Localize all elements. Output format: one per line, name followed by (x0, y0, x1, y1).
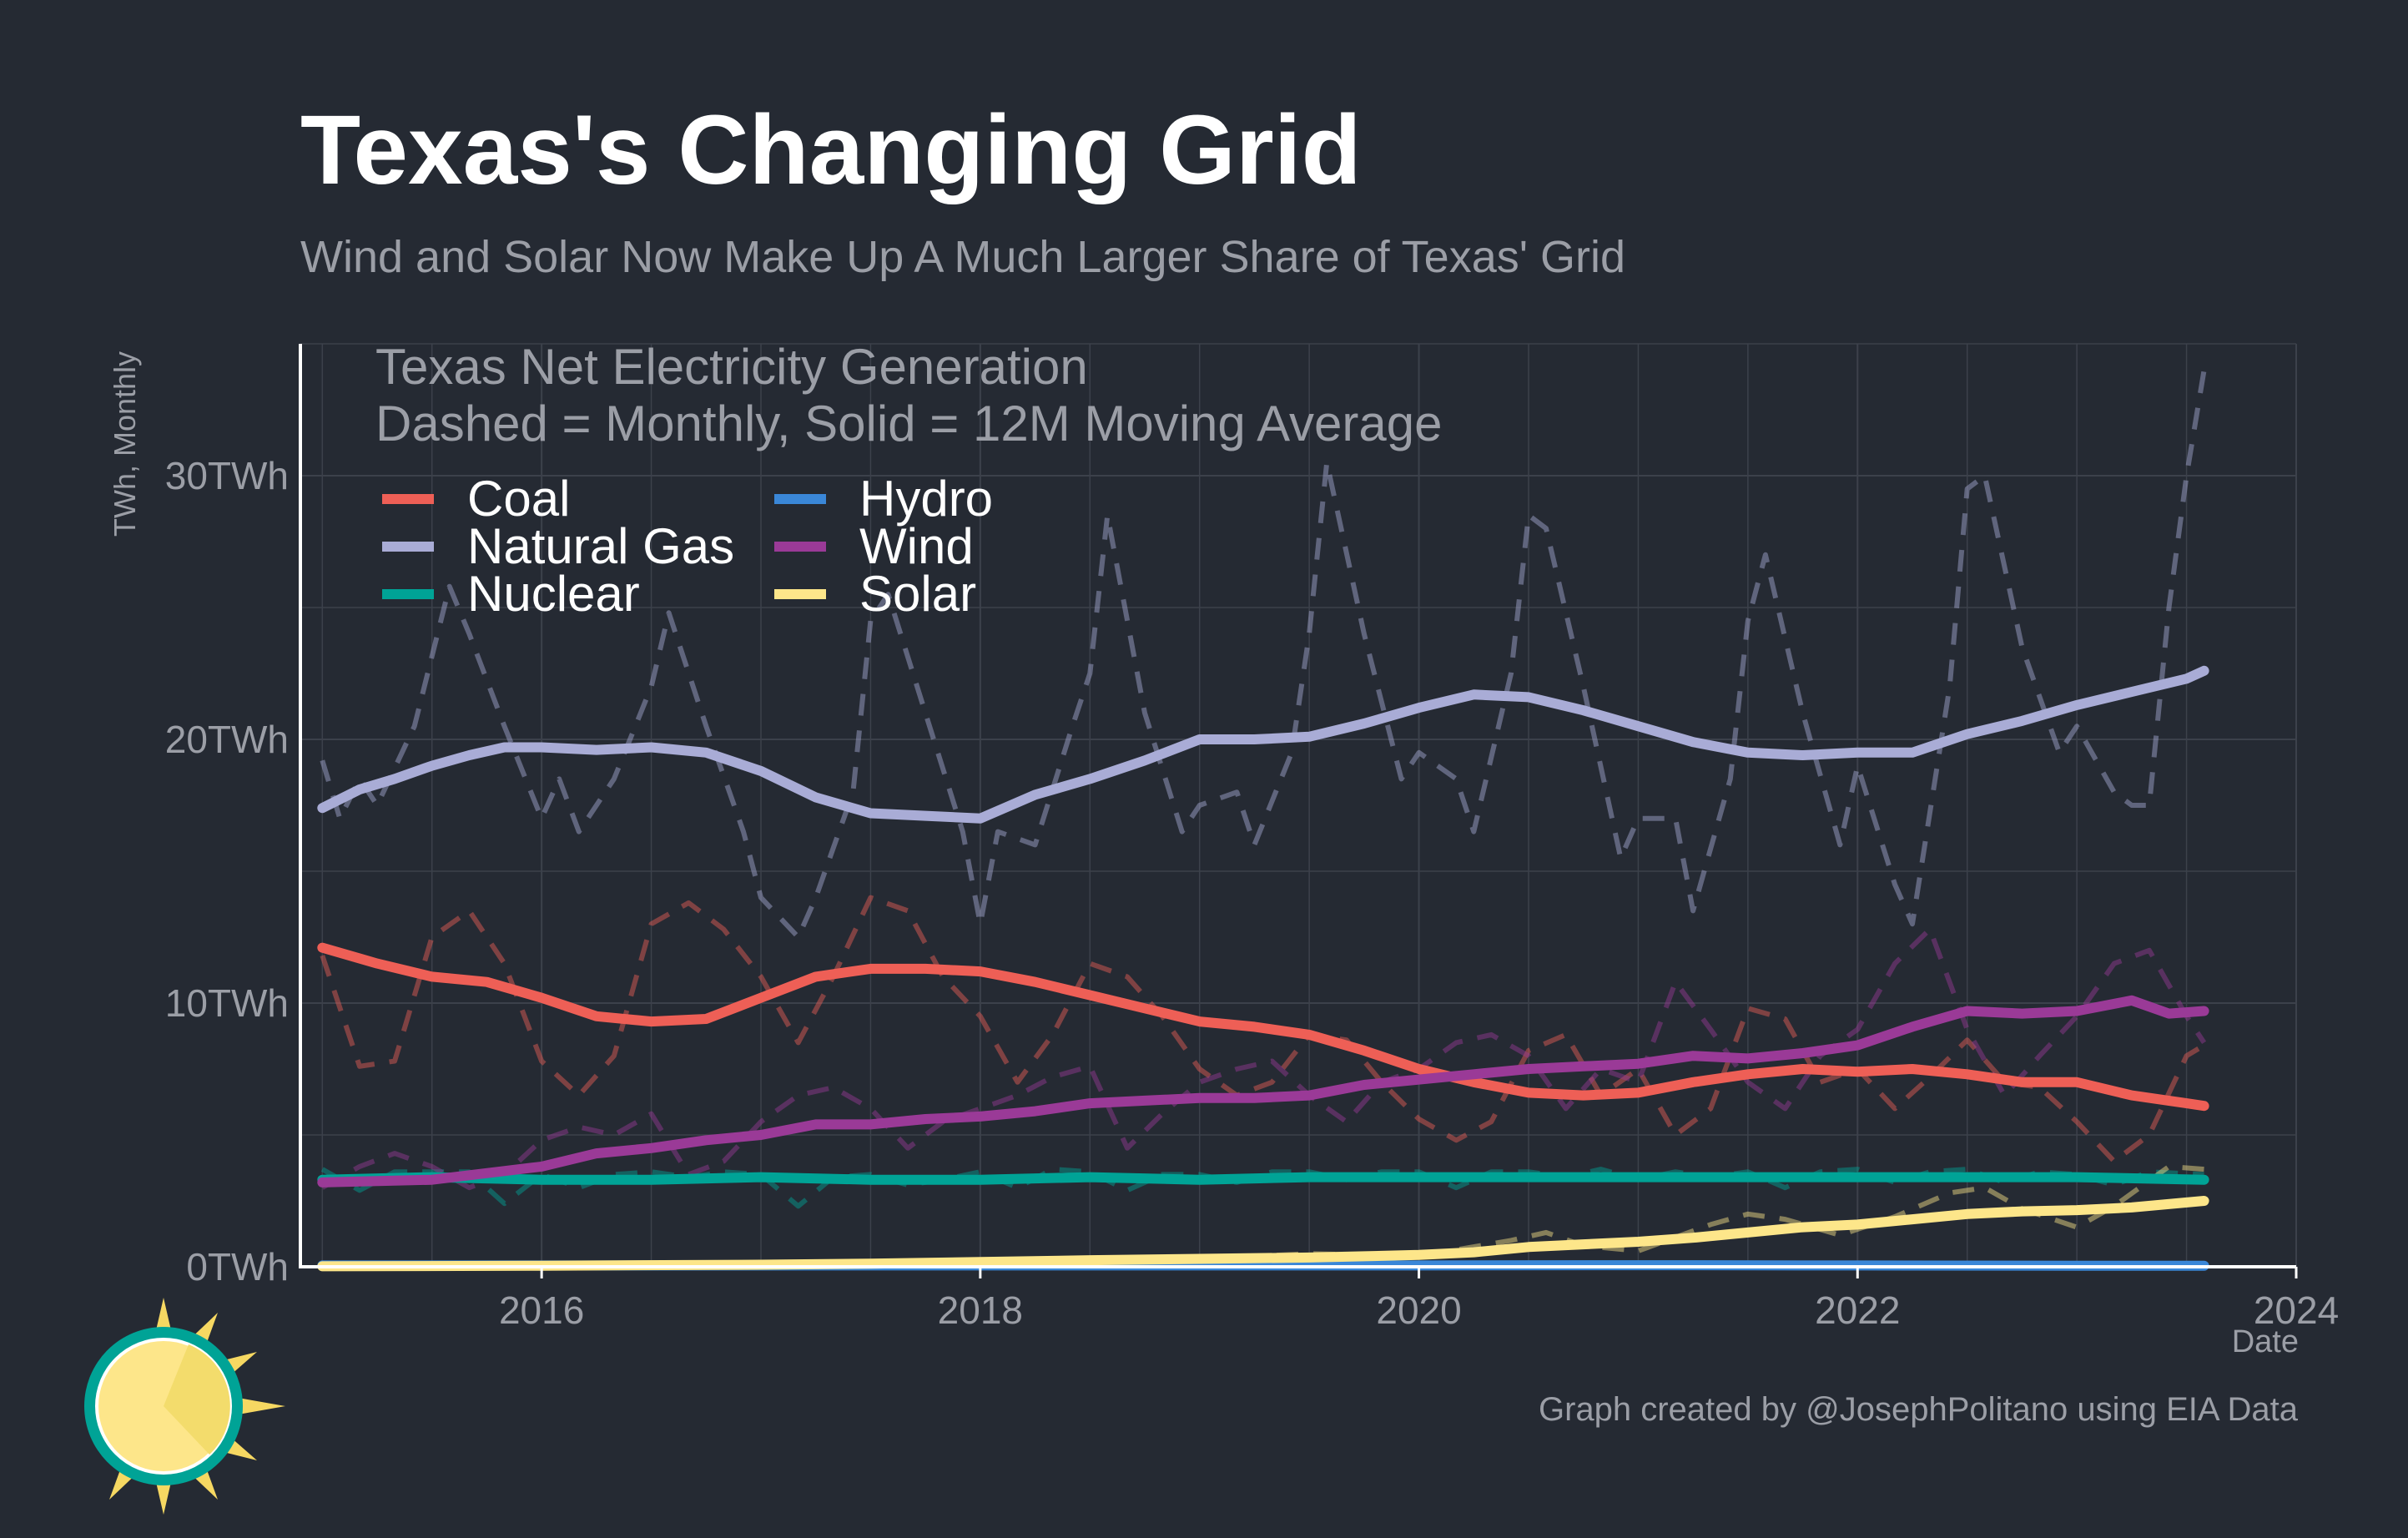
y-tick-label: 30TWh (165, 454, 289, 497)
sun-shade (164, 1344, 230, 1455)
legend-label-hydro: Hydro (859, 471, 993, 527)
y-tick-label: 0TWh (186, 1245, 289, 1288)
legend-label-natural-gas: Natural Gas (467, 518, 734, 574)
annotation-line-1: Texas Net Electricity Generation (375, 339, 1088, 395)
legend-label-solar: Solar (859, 566, 976, 622)
grid (300, 343, 2297, 1268)
axes: 0TWh 10TWh 20TWh 30TWh 2016 2018 2020 2022 2024 (165, 344, 2339, 1332)
sun-logo (84, 1298, 285, 1515)
x-tick-label: 2024 (2254, 1288, 2339, 1332)
natural-gas-moving-average-line (317, 665, 2209, 824)
caption: Graph created by @JosephPolitano using E… (1539, 1391, 2299, 1428)
natural-gas-monthly-line (320, 370, 2207, 940)
x-tick-label: 2018 (938, 1288, 1023, 1332)
solar-moving-average-line (317, 1196, 2209, 1272)
coal-moving-average-line (317, 942, 2209, 1112)
chart-subtitle: Wind and Solar Now Make Up A Much Larger… (300, 232, 1625, 282)
y-tick-label: 20TWh (165, 718, 289, 761)
legend-label-nuclear: Nuclear (467, 566, 640, 622)
chart-title: Texas's Changing Grid (300, 95, 1362, 205)
x-axis-title: Date (2232, 1324, 2299, 1359)
legend-label-wind: Wind (859, 518, 974, 574)
x-tick-label: 2022 (1815, 1288, 1900, 1332)
coal-monthly-line (320, 895, 2206, 1164)
x-tick-label: 2016 (499, 1288, 584, 1332)
y-axis-title: TWh, Monthly (108, 351, 142, 537)
legend-label-coal: Coal (467, 471, 570, 527)
wind-monthly-line (320, 926, 2207, 1191)
y-tick-label: 10TWh (165, 981, 289, 1025)
nuclear-moving-average-line (317, 1172, 2209, 1185)
wind-moving-average-line (317, 995, 2209, 1188)
annotation-line-2: Dashed = Monthly, Solid = 12M Moving Ave… (375, 396, 1443, 451)
x-tick-label: 2020 (1376, 1288, 1461, 1332)
